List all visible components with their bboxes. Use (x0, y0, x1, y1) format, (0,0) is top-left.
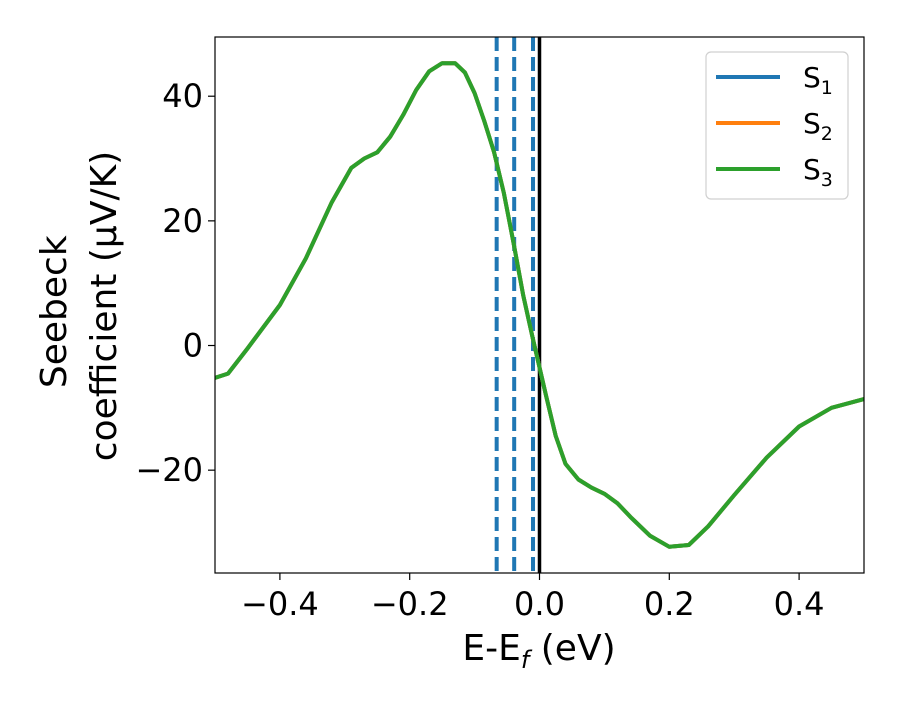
x-tick-label: −0.2 (371, 585, 449, 623)
legend-label-S1: S1 (803, 61, 833, 99)
plot-area (215, 37, 864, 573)
x-tick-label: 0.2 (644, 585, 695, 623)
y-tick-label: 40 (162, 77, 203, 115)
legend-box (705, 51, 849, 200)
plot-clip-group (215, 37, 864, 573)
axes: −0.4 −0.2 0.0 0.2 0.4 −20 0 20 40 (135, 36, 865, 623)
series-line-S3 (215, 61, 864, 549)
legend: S1 S2 S3 (705, 51, 849, 200)
x-tick-label: 0.4 (774, 585, 825, 623)
y-tick-label: −20 (135, 451, 203, 489)
y-axis-label-line1: Seebeck (34, 235, 75, 388)
x-tick-label: 0.0 (514, 585, 565, 623)
y-axis-label-line2: coefficient (μV/K) (84, 151, 125, 461)
legend-label-S3: S3 (803, 153, 833, 191)
y-tick-label: 0 (183, 327, 203, 365)
x-tick-label: −0.4 (241, 585, 319, 623)
legend-label-S2: S2 (803, 107, 833, 145)
y-tick-label: 20 (162, 202, 203, 240)
x-axis-label: E-Ef (eV) (462, 628, 615, 674)
y-axis-label: Seebeck coefficient (μV/K) (34, 151, 125, 461)
